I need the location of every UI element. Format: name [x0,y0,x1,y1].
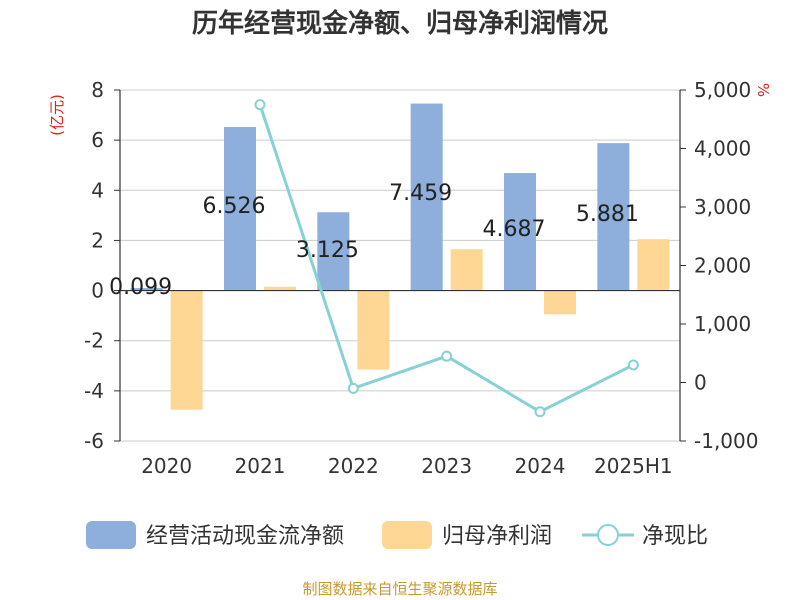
ratio-point [627,359,639,371]
y-right-tick-label: 1,000 [694,312,751,336]
ratio-point [441,350,453,362]
chart-title: 历年经营现金净额、归母净利润情况 [192,8,608,39]
cash-flow-data-label: 6.526 [203,194,266,219]
cash-flow-data-label: 5.881 [576,202,639,227]
cash-flow-data-label: 4.687 [483,217,546,242]
y-left-tick-label: 2 [91,228,104,252]
y-left-tick-label: -2 [84,329,104,353]
y-right-unit: % [754,83,772,97]
y-left-tick-label: -4 [84,379,104,403]
x-tick-label: 2025H1 [594,454,673,478]
cash-flow-bar [317,212,350,291]
cash-flow-bar [130,288,163,291]
net-profit-bar [170,290,203,410]
cash-flow-bar [224,126,256,291]
grid-lines [120,89,680,442]
net-profit-bar [357,290,390,370]
legend-label-cash-flow: 经营活动现金流净额 [146,524,344,549]
x-tick-label: 2020 [141,454,192,478]
y-right-tick-label: 4,000 [694,137,751,161]
y-left-tick-label: -6 [84,429,104,453]
ratio-point [254,99,266,111]
net-profit-bar [450,249,483,291]
x-tick-label: 2023 [421,454,472,478]
y-left-unit: (亿元) [48,94,66,136]
cash-flow-data-label: 3.125 [296,238,359,263]
legend-label-ratio: 净现比 [642,524,708,549]
cash-flow-data-label: 7.459 [389,181,452,206]
ratio-point [347,382,359,394]
y-left-tick-label: 6 [91,128,104,152]
data-labels: 0.099 6.526 3.125 7.459 4.687 5.881 [109,181,639,300]
y-right-tick-label: 5,000 [694,78,751,102]
net-profit-bar [264,286,296,291]
y-right-tick-label: 3,000 [694,195,751,219]
cash-flow-bar [597,143,630,291]
y-right-tick-label: 2,000 [694,254,751,278]
net-profit-bar [637,239,670,291]
y-left-tick-label: 8 [91,78,104,102]
axes [114,89,686,442]
cash-flow-bar [410,103,443,291]
legend-label-net-profit: 归母净利润 [442,524,552,549]
legend: 经营活动现金流净额 归母净利润 净现比 [86,521,708,549]
ratio-point [534,406,546,418]
cash-flow-data-label: 0.099 [109,275,172,300]
y-right-tick-label: -1,000 [694,429,758,453]
x-tick-label: 2021 [235,454,286,478]
y-right-tick-label: 0 [694,371,707,395]
cash-flow-bar [504,173,536,291]
net-profit-bar [544,290,576,315]
source-note: 制图数据来自恒生聚源数据库 [302,580,497,598]
ratio-line-layer [254,99,639,418]
y-left-tick-label: 4 [91,178,104,202]
y-left-tick-label: 0 [91,279,104,303]
x-tick-label: 2024 [515,454,566,478]
x-tick-label: 2022 [328,454,379,478]
legend-swatch-ratio-marker [597,524,619,546]
tick-labels: -6 -4 -2 0 2 4 6 8 -1,000 0 1,000 2,000 3,000 4,000 5,… [84,78,758,478]
legend-swatch-cash-flow [86,521,136,549]
legend-swatch-net-profit [382,521,432,549]
bars [130,103,670,410]
